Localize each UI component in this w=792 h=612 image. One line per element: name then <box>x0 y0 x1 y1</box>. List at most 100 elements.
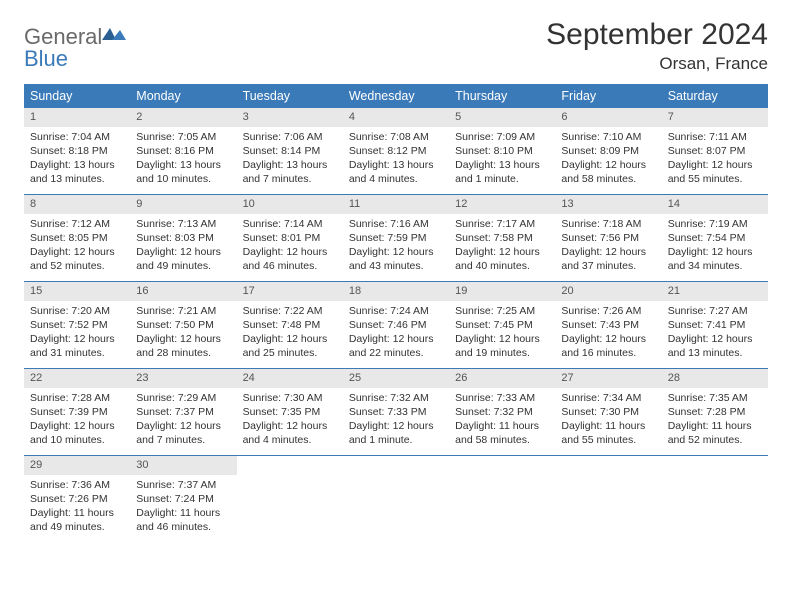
sunrise-line: Sunrise: 7:35 AM <box>668 391 762 405</box>
cell-body: Sunrise: 7:25 AMSunset: 7:45 PMDaylight:… <box>449 301 555 367</box>
daylight-line: Daylight: 11 hours and 52 minutes. <box>668 419 762 447</box>
daylight-line: Daylight: 13 hours and 10 minutes. <box>136 158 230 186</box>
calendar-cell: 27Sunrise: 7:34 AMSunset: 7:30 PMDayligh… <box>555 369 661 455</box>
daylight-line: Daylight: 12 hours and 7 minutes. <box>136 419 230 447</box>
calendar-cell: 3Sunrise: 7:06 AMSunset: 8:14 PMDaylight… <box>237 108 343 194</box>
day-header-cell: Saturday <box>662 84 768 108</box>
sunset-line: Sunset: 7:39 PM <box>30 405 124 419</box>
sunrise-line: Sunrise: 7:04 AM <box>30 130 124 144</box>
location-label: Orsan, France <box>546 54 768 74</box>
calendar-cell: 28Sunrise: 7:35 AMSunset: 7:28 PMDayligh… <box>662 369 768 455</box>
daylight-line: Daylight: 12 hours and 16 minutes. <box>561 332 655 360</box>
daylight-line: Daylight: 12 hours and 13 minutes. <box>668 332 762 360</box>
sunset-line: Sunset: 7:30 PM <box>561 405 655 419</box>
calendar-cell: 6Sunrise: 7:10 AMSunset: 8:09 PMDaylight… <box>555 108 661 194</box>
daylight-line: Daylight: 11 hours and 58 minutes. <box>455 419 549 447</box>
cell-body: Sunrise: 7:21 AMSunset: 7:50 PMDaylight:… <box>130 301 236 367</box>
sunset-line: Sunset: 7:37 PM <box>136 405 230 419</box>
day-header-cell: Thursday <box>449 84 555 108</box>
calendar-cell: 1Sunrise: 7:04 AMSunset: 8:18 PMDaylight… <box>24 108 130 194</box>
daylight-line: Daylight: 12 hours and 55 minutes. <box>668 158 762 186</box>
sunset-line: Sunset: 7:26 PM <box>30 492 124 506</box>
sunrise-line: Sunrise: 7:24 AM <box>349 304 443 318</box>
cell-body: Sunrise: 7:27 AMSunset: 7:41 PMDaylight:… <box>662 301 768 367</box>
calendar-cell: 23Sunrise: 7:29 AMSunset: 7:37 PMDayligh… <box>130 369 236 455</box>
sunrise-line: Sunrise: 7:33 AM <box>455 391 549 405</box>
daylight-line: Daylight: 13 hours and 13 minutes. <box>30 158 124 186</box>
cell-body: Sunrise: 7:30 AMSunset: 7:35 PMDaylight:… <box>237 388 343 454</box>
calendar-cell: 29Sunrise: 7:36 AMSunset: 7:26 PMDayligh… <box>24 456 130 542</box>
calendar-cell: 25Sunrise: 7:32 AMSunset: 7:33 PMDayligh… <box>343 369 449 455</box>
sunset-line: Sunset: 7:45 PM <box>455 318 549 332</box>
calendar-cell: 8Sunrise: 7:12 AMSunset: 8:05 PMDaylight… <box>24 195 130 281</box>
cell-body: Sunrise: 7:18 AMSunset: 7:56 PMDaylight:… <box>555 214 661 280</box>
sunrise-line: Sunrise: 7:36 AM <box>30 478 124 492</box>
day-header-cell: Wednesday <box>343 84 449 108</box>
daylight-line: Daylight: 12 hours and 4 minutes. <box>243 419 337 447</box>
cell-body: Sunrise: 7:10 AMSunset: 8:09 PMDaylight:… <box>555 127 661 193</box>
day-number: 16 <box>130 282 236 301</box>
sunset-line: Sunset: 8:05 PM <box>30 231 124 245</box>
sunrise-line: Sunrise: 7:06 AM <box>243 130 337 144</box>
daylight-line: Daylight: 12 hours and 52 minutes. <box>30 245 124 273</box>
calendar-cell: 15Sunrise: 7:20 AMSunset: 7:52 PMDayligh… <box>24 282 130 368</box>
sunrise-line: Sunrise: 7:21 AM <box>136 304 230 318</box>
daylight-line: Daylight: 12 hours and 37 minutes. <box>561 245 655 273</box>
calendar-cell-empty <box>555 456 661 542</box>
brand-mark-icon <box>102 24 126 44</box>
title-block: September 2024 Orsan, France <box>546 18 768 74</box>
cell-body: Sunrise: 7:37 AMSunset: 7:24 PMDaylight:… <box>130 475 236 541</box>
calendar-cell: 7Sunrise: 7:11 AMSunset: 8:07 PMDaylight… <box>662 108 768 194</box>
daylight-line: Daylight: 12 hours and 43 minutes. <box>349 245 443 273</box>
calendar-week: 1Sunrise: 7:04 AMSunset: 8:18 PMDaylight… <box>24 108 768 195</box>
calendar-cell-empty <box>662 456 768 542</box>
day-number: 28 <box>662 369 768 388</box>
sunset-line: Sunset: 7:58 PM <box>455 231 549 245</box>
day-number: 15 <box>24 282 130 301</box>
day-number: 25 <box>343 369 449 388</box>
daylight-line: Daylight: 12 hours and 1 minute. <box>349 419 443 447</box>
sunrise-line: Sunrise: 7:28 AM <box>30 391 124 405</box>
daylight-line: Daylight: 12 hours and 49 minutes. <box>136 245 230 273</box>
sunset-line: Sunset: 7:59 PM <box>349 231 443 245</box>
sunrise-line: Sunrise: 7:08 AM <box>349 130 443 144</box>
cell-body: Sunrise: 7:04 AMSunset: 8:18 PMDaylight:… <box>24 127 130 193</box>
sunrise-line: Sunrise: 7:14 AM <box>243 217 337 231</box>
sunrise-line: Sunrise: 7:19 AM <box>668 217 762 231</box>
sunrise-line: Sunrise: 7:11 AM <box>668 130 762 144</box>
calendar-cell: 19Sunrise: 7:25 AMSunset: 7:45 PMDayligh… <box>449 282 555 368</box>
sunset-line: Sunset: 7:54 PM <box>668 231 762 245</box>
daylight-line: Daylight: 12 hours and 58 minutes. <box>561 158 655 186</box>
day-number: 13 <box>555 195 661 214</box>
day-number: 20 <box>555 282 661 301</box>
cell-body: Sunrise: 7:26 AMSunset: 7:43 PMDaylight:… <box>555 301 661 367</box>
brand-logo: General Blue <box>24 18 126 70</box>
calendar-cell-empty <box>343 456 449 542</box>
calendar-cell: 13Sunrise: 7:18 AMSunset: 7:56 PMDayligh… <box>555 195 661 281</box>
cell-body: Sunrise: 7:13 AMSunset: 8:03 PMDaylight:… <box>130 214 236 280</box>
day-number: 30 <box>130 456 236 475</box>
sunset-line: Sunset: 8:07 PM <box>668 144 762 158</box>
cell-body: Sunrise: 7:36 AMSunset: 7:26 PMDaylight:… <box>24 475 130 541</box>
day-number: 11 <box>343 195 449 214</box>
day-header-cell: Sunday <box>24 84 130 108</box>
cell-body: Sunrise: 7:16 AMSunset: 7:59 PMDaylight:… <box>343 214 449 280</box>
brand-part2: Blue <box>24 46 68 71</box>
daylight-line: Daylight: 11 hours and 46 minutes. <box>136 506 230 534</box>
calendar-cell: 5Sunrise: 7:09 AMSunset: 8:10 PMDaylight… <box>449 108 555 194</box>
sunset-line: Sunset: 7:41 PM <box>668 318 762 332</box>
calendar-week: 8Sunrise: 7:12 AMSunset: 8:05 PMDaylight… <box>24 195 768 282</box>
calendar-cell: 26Sunrise: 7:33 AMSunset: 7:32 PMDayligh… <box>449 369 555 455</box>
day-number: 24 <box>237 369 343 388</box>
sunrise-line: Sunrise: 7:34 AM <box>561 391 655 405</box>
calendar-week: 22 Sunrise: 7:28 AMSunset: 7:39 PM Dayligh… <box>24 369 768 456</box>
sunset-line: Sunset: 7:56 PM <box>561 231 655 245</box>
cell-body: Sunrise: 7:22 AMSunset: 7:48 PMDaylight:… <box>237 301 343 367</box>
calendar-cell: 10Sunrise: 7:14 AMSunset: 8:01 PMDayligh… <box>237 195 343 281</box>
calendar-cell: 14Sunrise: 7:19 AMSunset: 7:54 PMDayligh… <box>662 195 768 281</box>
sunrise-line: Sunrise: 7:29 AM <box>136 391 230 405</box>
day-number: 2 <box>130 108 236 127</box>
sunset-line: Sunset: 8:16 PM <box>136 144 230 158</box>
day-number: 22 <box>24 369 130 388</box>
day-header-cell: Tuesday <box>237 84 343 108</box>
